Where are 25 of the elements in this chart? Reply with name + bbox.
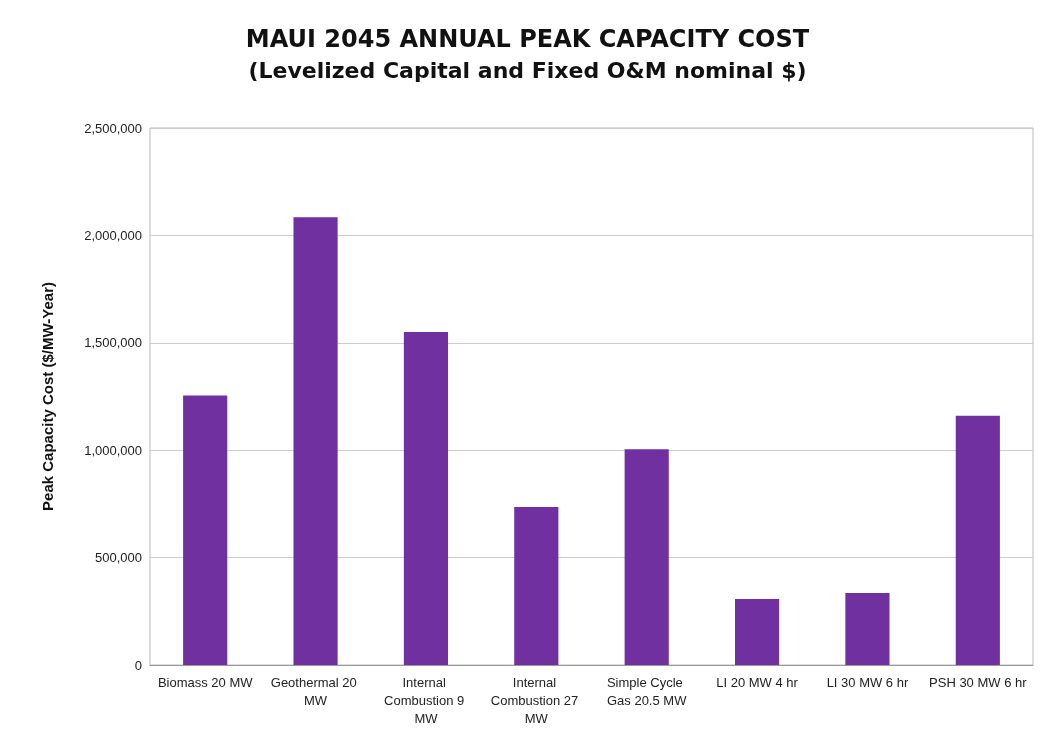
bar: [403, 332, 449, 665]
y-tick-label: 1,000,000: [84, 442, 142, 458]
y-tick-label: 1,500,000: [84, 335, 142, 351]
x-tick-label: LI 20 MW 4 hr: [716, 674, 799, 690]
bar: [183, 395, 228, 665]
bar: [955, 415, 1000, 665]
x-tick-label: Biomass 20 MW: [157, 674, 254, 690]
chart-subtitle: (Levelized Capital and Fixed O&M nominal $): [248, 57, 807, 83]
x-tick-label: Internal Combustion 27 MW: [490, 674, 582, 726]
bar: [514, 507, 559, 665]
x-tick-label: Geothermal 20 MW: [270, 674, 361, 708]
y-tick-label: 0: [134, 657, 142, 673]
bar: [734, 599, 780, 665]
chart-title: MAUI 2045 ANNUAL PEAK CAPACITY COST: [245, 25, 810, 53]
x-tick-label: PSH 30 MW 6 hr: [929, 674, 1028, 690]
bar: [624, 449, 669, 665]
bar: [845, 593, 890, 665]
x-tick-label: Simple Cycle Gas 20.5 MW: [606, 674, 688, 708]
y-tick-label: 2,500,000: [84, 120, 142, 136]
bar: [293, 217, 338, 665]
y-axis-title: Peak Capacity Cost ($/MW-Year): [39, 282, 56, 511]
y-tick-label: 2,000,000: [84, 227, 142, 243]
x-tick-label: Internal Combustion 9 MW: [384, 674, 468, 726]
y-tick-label: 500,000: [95, 550, 142, 566]
x-tick-label: LI 30 MW 6 hr: [826, 674, 909, 690]
